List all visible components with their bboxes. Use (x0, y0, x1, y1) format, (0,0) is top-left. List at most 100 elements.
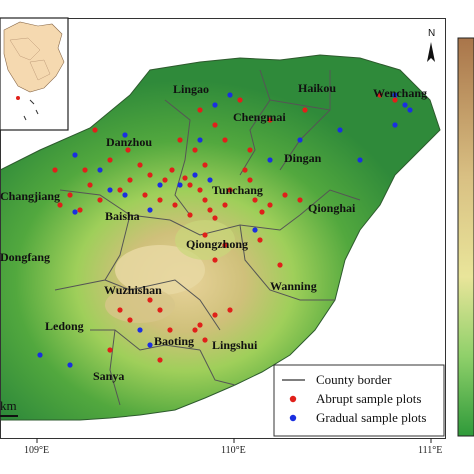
abrupt-sample-point (197, 107, 203, 113)
abrupt-sample-point (247, 147, 253, 153)
gradual-sample-point (392, 92, 398, 98)
highland-shade (115, 245, 205, 295)
county-label: Lingshui (212, 338, 258, 352)
abrupt-sample-point (212, 122, 218, 128)
abrupt-sample-point (277, 262, 283, 268)
abrupt-sample-point (127, 177, 133, 183)
abrupt-sample-point (157, 307, 163, 313)
gradual-sample-point (267, 157, 273, 163)
abrupt-sample-point (259, 209, 265, 215)
abrupt-sample-point (142, 192, 148, 198)
abrupt-sample-point (169, 167, 175, 173)
tick-label-109: 109°E (24, 445, 49, 456)
abrupt-sample-point (182, 175, 188, 181)
legend: County border Abrupt sample plots Gradua… (273, 364, 445, 437)
abrupt-sample-point (162, 177, 168, 183)
abrupt-sample-point (52, 167, 58, 173)
gradual-sample-point (402, 102, 408, 108)
north-arrow: N (427, 28, 435, 62)
gradual-sample-point (137, 327, 143, 333)
county-label: Qiongzhong (186, 237, 248, 251)
gradual-sample-point (337, 127, 343, 133)
gradual-sample-point (122, 132, 128, 138)
elevation-colorbar (457, 37, 474, 437)
gradual-sample-point (97, 167, 103, 173)
gradual-sample-point (392, 122, 398, 128)
gradual-sample-point (252, 227, 258, 233)
abrupt-sample-point (222, 242, 228, 248)
abrupt-sample-point (187, 182, 193, 188)
gradual-sample-point (157, 182, 163, 188)
abrupt-sample-point (267, 202, 273, 208)
county-borders (54, 69, 361, 406)
gradual-sample-point (227, 92, 233, 98)
county-labels: Lingao Haikou Wenchang Chengmai Danzhou … (0, 81, 427, 383)
legend-abrupt-swatch (289, 395, 297, 403)
gradual-sample-point (147, 207, 153, 213)
gradual-sample-point (122, 192, 128, 198)
abrupt-sample-point (222, 202, 228, 208)
abrupt-sample-point (197, 322, 203, 328)
abrupt-sample-point (212, 257, 218, 263)
abrupt-sample-point (117, 187, 123, 193)
abrupt-sample-point (147, 172, 153, 178)
abrupt-sample-point (87, 182, 93, 188)
abrupt-sample-point (157, 197, 163, 203)
abrupt-sample-point (302, 107, 308, 113)
gradual-sample-point (72, 152, 78, 158)
abrupt-sample-point (97, 197, 103, 203)
abrupt-sample-point (202, 162, 208, 168)
county-label: Lingao (173, 82, 209, 96)
county-label: Chengmai (233, 110, 286, 124)
abrupt-sample-point (167, 327, 173, 333)
abrupt-sample-point (172, 202, 178, 208)
gradual-sample-point (357, 157, 363, 163)
gradual-sample-point (67, 362, 73, 368)
abrupt-sample-point (147, 297, 153, 303)
abrupt-sample-point (252, 197, 258, 203)
legend-abrupt: Abrupt sample plots (316, 391, 421, 406)
gradual-sample-point (192, 172, 198, 178)
county-label: Wanning (270, 279, 317, 293)
abrupt-sample-point (257, 237, 263, 243)
county-label: Dingan (284, 151, 322, 165)
county-label: Ledong (45, 319, 84, 333)
abrupt-sample-point (107, 157, 113, 163)
abrupt-sample-point (187, 212, 193, 218)
abrupt-sample-point (212, 215, 218, 221)
abrupt-sample-point (377, 92, 383, 98)
county-label: Sanya (93, 369, 124, 383)
abrupt-sample-point (192, 327, 198, 333)
inset-map (0, 17, 69, 131)
county-label: Wenchang (373, 86, 427, 100)
scale-bar: km (0, 398, 18, 417)
gradual-sample-point (147, 342, 153, 348)
legend-county-border: County border (316, 372, 392, 387)
abrupt-sample-point (297, 197, 303, 203)
abrupt-sample-point (202, 337, 208, 343)
abrupt-sample-point (392, 97, 398, 103)
abrupt-sample-point (192, 147, 198, 153)
abrupt-sample-point (222, 137, 228, 143)
gradual-sample-point (212, 102, 218, 108)
county-label: Qionghai (308, 201, 356, 215)
abrupt-sample-point (247, 177, 253, 183)
county-label: Haikou (298, 81, 336, 95)
svg-text:km: km (0, 398, 17, 413)
abrupt-sample-point (125, 147, 131, 153)
tick-label-111: 111°E (418, 445, 442, 456)
abrupt-sample-point (157, 357, 163, 363)
svg-text:N: N (428, 28, 435, 39)
abrupt-sample-point (177, 137, 183, 143)
abrupt-sample-point (267, 117, 273, 123)
gradual-sample-point (72, 209, 78, 215)
gradual-sample-point (107, 187, 113, 193)
abrupt-sample-point (202, 232, 208, 238)
county-label: Baoting (154, 334, 194, 348)
abrupt-sample-point (107, 347, 113, 353)
abrupt-sample-point (127, 317, 133, 323)
county-label: Baisha (105, 209, 140, 223)
gradual-sample-point (407, 107, 413, 113)
county-label: Dongfang (0, 250, 50, 264)
